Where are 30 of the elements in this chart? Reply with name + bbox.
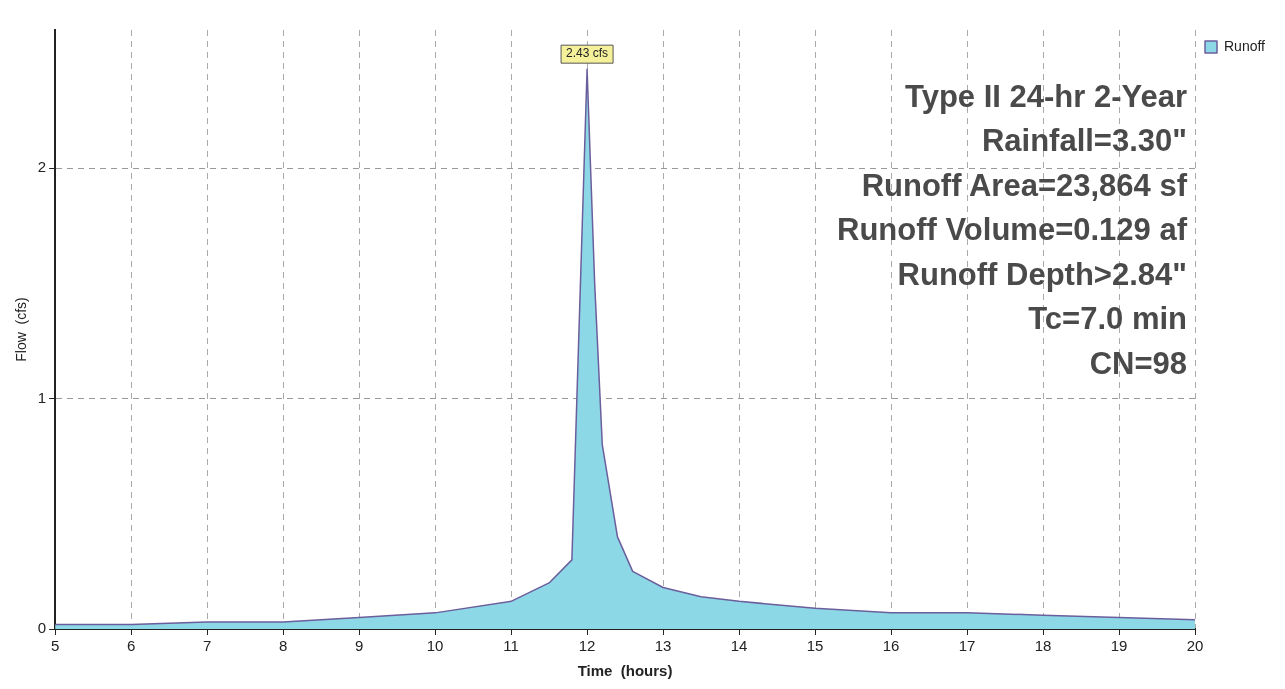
x-tick-label: 11 [503,637,519,655]
y-tick-label: 2 [37,158,47,176]
x-axis-title: Time (hours) [577,662,673,680]
legend-label: Runoff [1224,37,1266,54]
x-tick-label: 6 [126,637,136,655]
x-tick-label: 20 [1186,637,1204,655]
x-tick-label: 16 [882,637,900,655]
y-axis-title: Flow (cfs) [13,297,30,362]
x-tick-label: 9 [354,637,364,655]
x-tick-label: 17 [958,637,976,655]
x-tick-label: 8 [278,637,288,655]
x-tick-label: 10 [426,637,444,655]
y-tick-label: 1 [37,388,47,406]
x-tick-label: 15 [806,637,824,655]
annotation: Rainfall=3.30" [981,123,1187,159]
y-tick-label: 0 [37,619,47,637]
x-tick-label: 18 [1034,637,1052,655]
annotation: Type II 24-hr 2-Year [905,78,1187,114]
annotation: Runoff Depth>2.84" [897,256,1187,292]
x-tick-label: 12 [578,637,596,655]
annotation: CN=98 [1089,345,1187,381]
annotation: Tc=7.0 min [1028,301,1187,337]
x-tick-label: 13 [654,637,672,655]
x-tick-label: 7 [202,637,212,655]
x-tick-label: 5 [50,637,60,655]
x-tick-label: 14 [730,637,748,655]
annotation: Runoff Volume=0.129 af [837,212,1188,248]
x-tick-label: 19 [1110,637,1128,655]
annotation: Runoff Area=23,864 sf [861,167,1188,203]
annotation: 2.43 cfs [566,46,609,61]
